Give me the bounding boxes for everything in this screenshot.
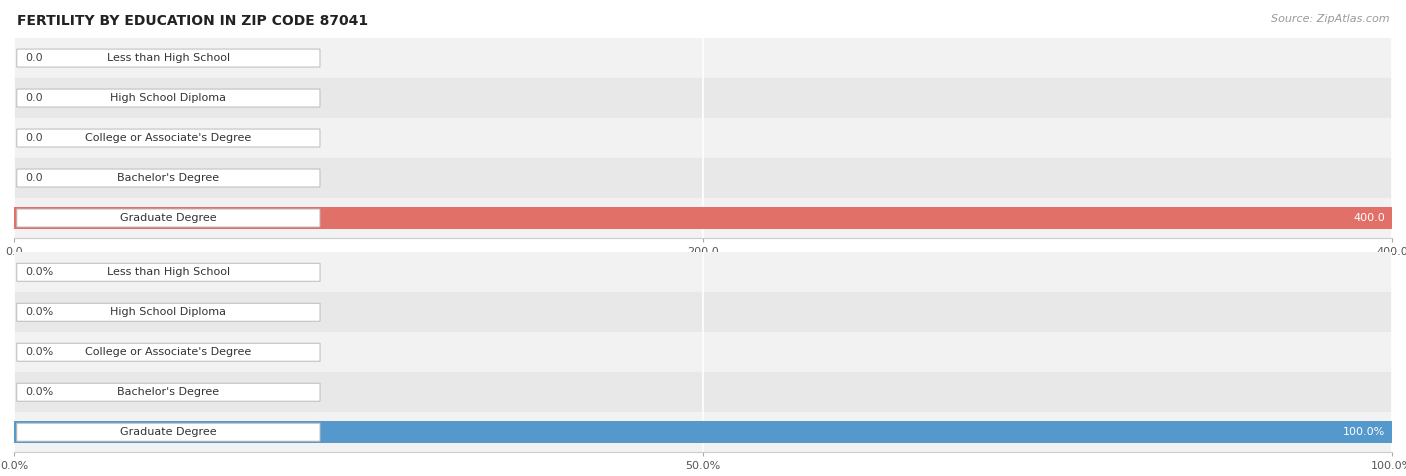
FancyBboxPatch shape: [17, 343, 321, 361]
Text: 0.0%: 0.0%: [25, 267, 53, 278]
Bar: [14, 78, 1392, 118]
Text: High School Diploma: High School Diploma: [111, 93, 226, 103]
FancyBboxPatch shape: [17, 89, 321, 107]
Text: 0.0%: 0.0%: [25, 347, 53, 357]
Text: Less than High School: Less than High School: [107, 53, 231, 63]
FancyBboxPatch shape: [17, 169, 321, 187]
Text: 100.0%: 100.0%: [1343, 427, 1385, 437]
Text: Less than High School: Less than High School: [107, 267, 231, 278]
Text: 400.0: 400.0: [1354, 213, 1385, 223]
Text: 0.0%: 0.0%: [25, 387, 53, 397]
Text: Graduate Degree: Graduate Degree: [120, 213, 217, 223]
Bar: [14, 252, 1392, 292]
Bar: [14, 207, 1392, 229]
Text: 0.0: 0.0: [25, 53, 42, 63]
Bar: [14, 38, 1392, 78]
Bar: [14, 372, 1392, 412]
Text: 0.0: 0.0: [25, 133, 42, 143]
Text: 0.0: 0.0: [25, 93, 42, 103]
Text: Source: ZipAtlas.com: Source: ZipAtlas.com: [1271, 14, 1389, 24]
Bar: [14, 158, 1392, 198]
Text: 0.0%: 0.0%: [25, 307, 53, 317]
FancyBboxPatch shape: [17, 383, 321, 401]
Text: Bachelor's Degree: Bachelor's Degree: [117, 173, 219, 183]
Text: 0.0: 0.0: [25, 173, 42, 183]
Text: FERTILITY BY EDUCATION IN ZIP CODE 87041: FERTILITY BY EDUCATION IN ZIP CODE 87041: [17, 14, 368, 28]
Bar: [14, 118, 1392, 158]
FancyBboxPatch shape: [17, 423, 321, 441]
FancyBboxPatch shape: [17, 303, 321, 321]
Bar: [14, 412, 1392, 452]
Bar: [14, 332, 1392, 372]
Text: High School Diploma: High School Diploma: [111, 307, 226, 317]
Bar: [14, 421, 1392, 443]
FancyBboxPatch shape: [17, 49, 321, 67]
Text: Bachelor's Degree: Bachelor's Degree: [117, 387, 219, 397]
FancyBboxPatch shape: [17, 263, 321, 281]
FancyBboxPatch shape: [17, 209, 321, 227]
Text: College or Associate's Degree: College or Associate's Degree: [86, 133, 252, 143]
Text: Graduate Degree: Graduate Degree: [120, 427, 217, 437]
Text: College or Associate's Degree: College or Associate's Degree: [86, 347, 252, 357]
FancyBboxPatch shape: [17, 129, 321, 147]
Bar: [14, 292, 1392, 332]
Bar: [14, 198, 1392, 238]
